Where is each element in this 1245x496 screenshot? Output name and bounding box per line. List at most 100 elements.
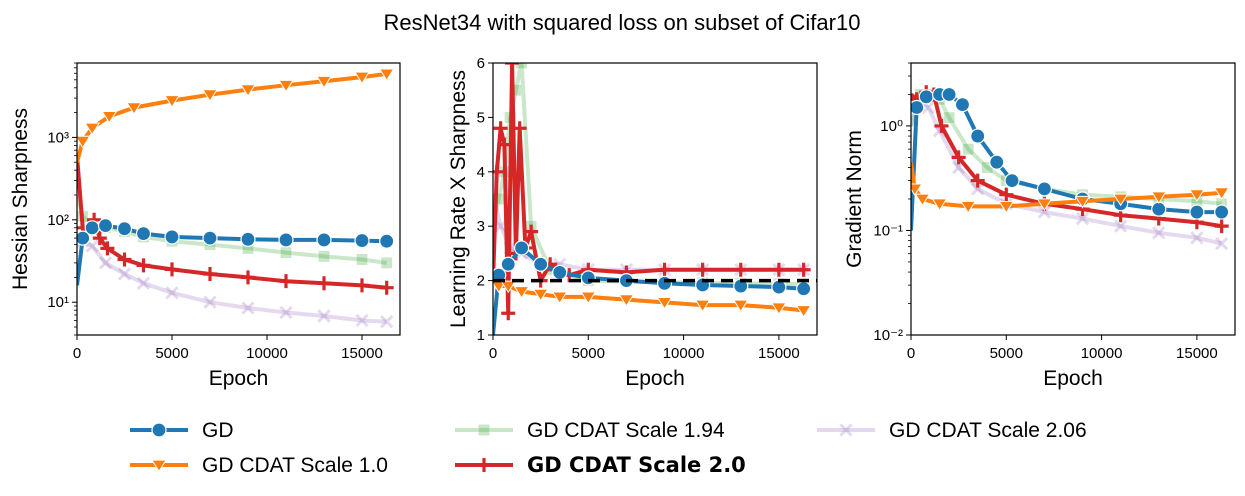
data-point-cdat206 [1190, 231, 1204, 245]
data-point-cdat1 [1188, 189, 1205, 202]
series-cdat194 [493, 63, 811, 291]
data-point-gd [240, 231, 256, 247]
x-tick-label: 15000 [758, 345, 800, 362]
data-point-cdat2 [1214, 219, 1229, 234]
legend-item-cdat206: GD CDAT Scale 2.06 [817, 419, 1087, 442]
data-point-cdat1 [960, 200, 977, 214]
x-axis-label: Epoch [209, 367, 269, 390]
x-tick-label: 15000 [341, 345, 383, 362]
data-point-cdat2 [117, 252, 132, 267]
data-point-cdat2 [355, 278, 369, 293]
series-line-cdat1 [77, 71, 387, 163]
data-point-cdat2 [241, 270, 255, 285]
data-point-cdat2 [493, 164, 504, 179]
x-axis-label: Epoch [625, 367, 685, 390]
y-tick-label: 1 [477, 327, 485, 344]
data-point-cdat1 [126, 102, 142, 115]
data-point-cdat1 [914, 193, 931, 207]
data-point-cdat194 [380, 256, 394, 270]
data-point-cdat2 [951, 150, 966, 165]
data-point-gd [354, 232, 370, 249]
data-point-cdat1 [580, 291, 597, 305]
data-point-gd [316, 232, 332, 248]
data-point-gd [278, 232, 294, 248]
data-point-cdat1 [202, 89, 218, 102]
data-point-cdat206 [317, 309, 331, 323]
data-point-cdat1 [1213, 187, 1230, 200]
data-point-cdat1 [656, 296, 673, 310]
data-point-cdat206 [1152, 226, 1166, 240]
y-tick-label: 10⁻¹ [873, 222, 903, 239]
data-point-cdat1 [316, 75, 332, 89]
data-point-gd [379, 233, 395, 249]
series-gd [77, 218, 395, 286]
data-point-gd [533, 256, 549, 272]
x-tick-label: 5000 [155, 345, 188, 362]
data-point-cdat2 [733, 262, 748, 277]
data-point-gd [656, 275, 673, 291]
panel-1: 0 5000 10000 15000 10¹ 10² 10³ Epoch Hessian Sha… [9, 62, 401, 390]
series-cdat2 [493, 63, 811, 321]
series-line-cdat194 [911, 92, 1222, 206]
data-point-gd [989, 154, 1005, 170]
data-point-cdat1 [1112, 193, 1129, 207]
data-point-gd [1214, 204, 1230, 220]
data-point-gd [202, 230, 218, 246]
data-point-gd [911, 99, 925, 116]
data-point-cdat1 [84, 122, 101, 136]
y-tick-label: 6 [477, 55, 485, 72]
data-point-gd [164, 229, 180, 245]
data-point-gd [77, 230, 91, 246]
y-tick-label: 3 [477, 218, 485, 235]
plot-area [77, 68, 395, 329]
data-point-gd [970, 128, 986, 144]
x-tick-label: 0 [907, 345, 915, 362]
legend-item-cdat194: GD CDAT Scale 1.94 [455, 419, 725, 442]
data-point-cdat2 [165, 262, 179, 277]
data-point-cdat1 [551, 291, 568, 305]
x-tick-label: 0 [489, 345, 497, 362]
plot-area [911, 85, 1230, 251]
legend-marker-cdat2 [477, 458, 491, 472]
data-point-cdat2 [657, 262, 672, 277]
data-point-cdat2 [279, 274, 293, 289]
data-point-gd [1151, 201, 1167, 217]
data-point-gd [500, 256, 516, 272]
data-point-cdat1 [77, 135, 91, 149]
data-point-cdat194 [317, 249, 331, 263]
data-point-cdat2 [203, 266, 217, 281]
data-point-cdat2 [317, 276, 331, 291]
data-point-cdat2 [100, 241, 115, 256]
series-cdat1 [493, 279, 812, 318]
data-point-cdat206 [1037, 205, 1052, 219]
data-point-cdat194 [355, 253, 369, 266]
data-point-cdat206 [355, 313, 369, 328]
data-point-cdat2 [92, 231, 107, 246]
data-point-cdat1 [278, 79, 294, 93]
data-point-cdat206 [1214, 236, 1229, 251]
data-point-cdat2 [796, 262, 811, 277]
legend-marker-cdat1 [151, 459, 167, 473]
legend-label: GD CDAT Scale 2.0 [527, 453, 746, 477]
series-cdat1 [911, 161, 1230, 214]
data-point-cdat206 [279, 305, 293, 320]
data-point-cdat206 [117, 267, 132, 281]
data-point-cdat194 [279, 246, 293, 260]
y-axis-label: Gradient Norm [843, 130, 866, 268]
x-axis-label: Epoch [1043, 367, 1103, 390]
figure-title: ResNet34 with squared loss on subset of … [384, 10, 861, 35]
data-point-gd [552, 264, 568, 281]
data-point-cdat1 [500, 280, 517, 294]
series-cdat206 [77, 234, 394, 329]
data-point-gd [513, 240, 530, 256]
data-point-cdat1 [378, 68, 395, 82]
y-tick-label: 5 [477, 109, 485, 126]
y-axis-label: Learning Rate X Sharpness [447, 70, 470, 328]
data-point-cdat2 [695, 262, 710, 277]
data-point-cdat2 [970, 173, 985, 188]
data-point-cdat2 [505, 63, 520, 70]
data-point-cdat1 [354, 71, 370, 85]
x-tick-label: 5000 [990, 345, 1023, 362]
legend-marker-gd [151, 422, 167, 438]
